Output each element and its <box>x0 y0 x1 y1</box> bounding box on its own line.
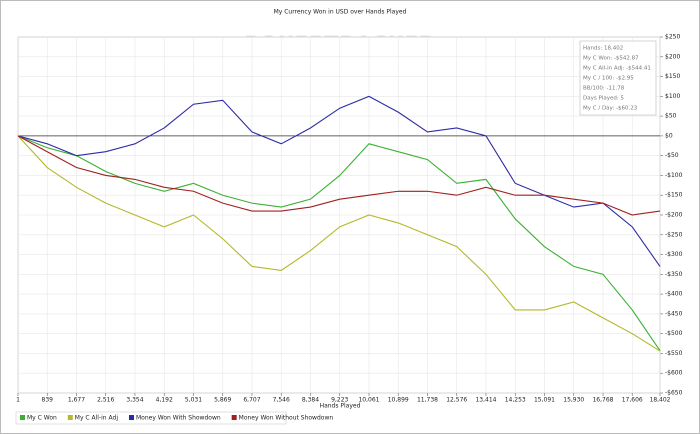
x-tick-label: 2,516 <box>97 397 114 404</box>
info-line: My C All-in Adj: -$544.41 <box>583 66 651 72</box>
y-tick-label: $0 <box>665 132 673 139</box>
y-tick-label: -$350 <box>665 271 683 278</box>
y-tick-label: $250 <box>665 34 680 41</box>
info-line: My C Won: -$542.87 <box>583 56 639 62</box>
x-tick-label: 18,402 <box>650 397 671 404</box>
y-tick-label: $200 <box>665 53 680 60</box>
x-tick-label: 1 <box>16 397 20 404</box>
y-tick-label: -$400 <box>665 291 683 298</box>
y-tick-label: -$650 <box>665 390 683 397</box>
series-line <box>17 95 661 267</box>
legend-swatch <box>20 415 25 420</box>
y-tick-label: $50 <box>665 113 677 120</box>
info-line: Hands: 18,402 <box>583 46 623 52</box>
y-tick-label: $150 <box>665 73 680 80</box>
x-tick-label: 3,354 <box>126 397 143 404</box>
series-line <box>17 135 661 352</box>
info-line: Days Played: 5 <box>583 96 624 102</box>
legend-label: My C Won <box>27 415 57 422</box>
y-tick-label: $100 <box>665 93 680 100</box>
chart-title: My Currency Won in USD over Hands Played <box>274 9 407 16</box>
info-box <box>579 40 657 116</box>
info-line: My C / 100: -$2.95 <box>583 76 634 82</box>
x-tick-label: 16,768 <box>592 397 613 404</box>
x-tick-label: 15,091 <box>534 397 555 404</box>
legend-swatch <box>128 415 134 420</box>
x-tick-label: 11,738 <box>417 397 438 404</box>
info-line: My C / Day: -$60.23 <box>583 106 638 112</box>
legend-swatch <box>67 415 73 420</box>
x-tick-label: 10,061 <box>358 397 379 404</box>
x-tick-label: 9,223 <box>331 397 348 404</box>
x-tick-label: 12,576 <box>446 397 467 404</box>
x-tick-label: 17,606 <box>622 397 643 404</box>
x-tick-label: 6,707 <box>243 397 260 404</box>
x-tick-label: 839 <box>42 397 54 404</box>
y-tick-label: -$300 <box>665 251 683 258</box>
legend-label: Money Won With Showdown <box>136 415 221 422</box>
x-axis-label: Hands Played <box>320 403 361 410</box>
x-tick-label: 15,930 <box>563 397 584 404</box>
legend-swatch <box>231 415 237 420</box>
y-tick-label: -$100 <box>665 172 683 179</box>
y-tick-label: -$250 <box>665 231 683 238</box>
y-tick-label: -$450 <box>665 310 683 317</box>
series-line <box>17 135 661 216</box>
legend-box <box>15 411 287 425</box>
y-tick-label: -$550 <box>665 350 683 357</box>
x-tick-label: 4,192 <box>156 397 173 404</box>
x-tick-label: 5,031 <box>185 397 202 404</box>
x-tick-label: 14,253 <box>505 397 526 404</box>
series-line <box>17 135 661 351</box>
y-tick-label: -$500 <box>665 330 683 337</box>
y-tick-label: -$600 <box>665 370 683 377</box>
y-tick-label: -$200 <box>665 212 683 219</box>
y-tick-label: -$50 <box>665 152 679 159</box>
legend-label: Money Won Without Showdown <box>239 415 334 422</box>
x-tick-label: 10,899 <box>388 397 409 404</box>
y-tick-label: -$150 <box>665 192 683 199</box>
info-line: BB/100: -11.78 <box>583 86 625 92</box>
x-tick-label: 5,869 <box>214 397 231 404</box>
legend-label: My C All-in Adj <box>75 415 119 422</box>
x-tick-label: 8,384 <box>302 397 319 404</box>
x-tick-label: 13,414 <box>475 397 496 404</box>
x-tick-label: 7,546 <box>273 397 290 404</box>
x-tick-label: 1,677 <box>68 397 85 404</box>
